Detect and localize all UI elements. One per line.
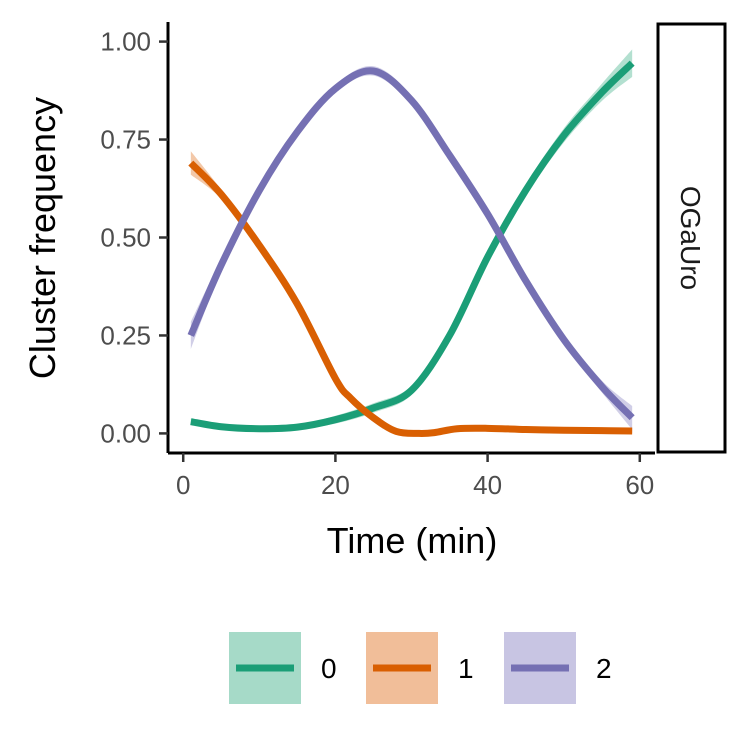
legend-item-1: 1 bbox=[366, 632, 474, 704]
legend-label: 0 bbox=[321, 653, 337, 684]
y-tick-label: 0.25 bbox=[100, 320, 151, 350]
y-tick-label: 0.00 bbox=[100, 418, 151, 448]
x-tick-label: 0 bbox=[176, 470, 190, 500]
y-tick-label: 1.00 bbox=[100, 27, 151, 57]
line-series-1 bbox=[188, 160, 633, 437]
series-lines bbox=[187, 60, 635, 437]
legend-label: 2 bbox=[596, 653, 612, 684]
facet-strip-box bbox=[656, 22, 727, 454]
x-tick-label: 60 bbox=[625, 470, 654, 500]
x-axis-title: Time (min) bbox=[327, 520, 498, 561]
x-tick-label: 40 bbox=[473, 470, 502, 500]
y-tick-label: 0.50 bbox=[100, 223, 151, 253]
facet-strip-label: OGaUro bbox=[675, 186, 706, 290]
line-series-2 bbox=[187, 67, 635, 421]
legend: 0 1 2 bbox=[229, 632, 612, 704]
y-tick-label: 0.75 bbox=[100, 125, 151, 155]
legend-label: 1 bbox=[458, 653, 474, 684]
axes: 0.00 0.25 0.50 0.75 1.00 0 20 40 60 bbox=[100, 22, 655, 500]
legend-item-2: 2 bbox=[504, 632, 612, 704]
facet-strip: OGaUro bbox=[656, 22, 727, 454]
line-series-0 bbox=[190, 60, 635, 433]
legend-item-0: 0 bbox=[229, 632, 337, 704]
y-axis-title: Cluster frequency bbox=[22, 97, 63, 379]
x-tick-label: 20 bbox=[321, 470, 350, 500]
